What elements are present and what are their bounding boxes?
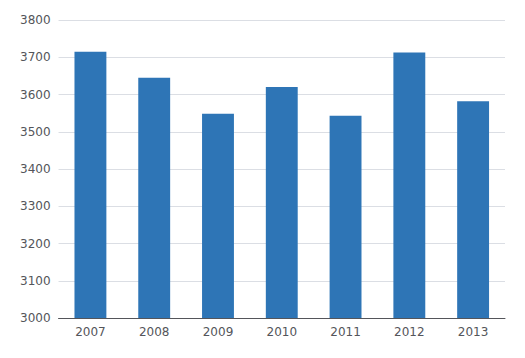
svg-text:2010: 2010	[266, 325, 297, 339]
svg-text:3100: 3100	[20, 274, 51, 288]
svg-text:3000: 3000	[20, 311, 51, 325]
svg-text:2008: 2008	[139, 325, 170, 339]
svg-text:3800: 3800	[20, 13, 51, 27]
svg-text:2011: 2011	[330, 325, 361, 339]
svg-text:3700: 3700	[20, 50, 51, 64]
svg-text:3600: 3600	[20, 88, 51, 102]
svg-text:2009: 2009	[203, 325, 234, 339]
svg-text:2013: 2013	[458, 325, 489, 339]
svg-text:3200: 3200	[20, 237, 51, 251]
svg-text:2007: 2007	[75, 325, 106, 339]
svg-text:3400: 3400	[20, 162, 51, 176]
svg-text:3300: 3300	[20, 199, 51, 213]
svg-text:2012: 2012	[394, 325, 425, 339]
svg-text:3500: 3500	[20, 125, 51, 139]
